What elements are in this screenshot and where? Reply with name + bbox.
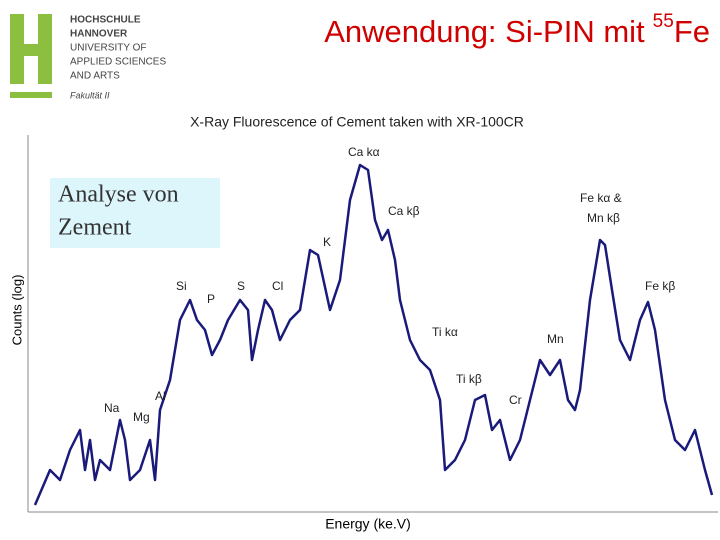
logo-text: AND ARTS: [70, 71, 120, 82]
peak-label: S: [237, 279, 245, 293]
note-text: Analyse von: [58, 182, 179, 208]
peak-label: Ti kα: [432, 325, 458, 339]
logo-bar: [10, 92, 52, 98]
peak-label: K: [323, 235, 331, 249]
peak-label: Fe kβ: [645, 279, 675, 293]
title-suffix: Fe: [674, 14, 710, 49]
peak-label: Si: [176, 279, 187, 293]
peak-label: Al: [155, 389, 166, 403]
logo-bar: [38, 14, 52, 84]
peak-label: Ti kβ: [456, 372, 482, 386]
peak-label: Cl: [272, 279, 283, 293]
peak-label: Ca kβ: [388, 204, 420, 218]
x-axis-label: Energy (ke.V): [325, 516, 411, 532]
title-text: Anwendung: Si-PIN mit: [324, 14, 645, 49]
slide-title: Anwendung: Si-PIN mit 55Fe: [324, 11, 710, 49]
peak-label: Fe kα &: [580, 191, 622, 205]
peak-label: Cr: [509, 393, 522, 407]
y-axis-label: Counts (log): [9, 275, 24, 346]
peak-label: Mg: [133, 410, 150, 424]
logo-text: APPLIED SCIENCES: [70, 57, 166, 68]
title-superscript: 55: [653, 11, 674, 32]
logo-faculty: Fakultät II: [70, 90, 110, 100]
note-box: [50, 178, 220, 248]
logo-text: HOCHSCHULE: [70, 15, 141, 26]
logo-bar: [10, 14, 24, 84]
peak-label: Na: [104, 401, 120, 415]
spectrum: [33, 163, 714, 506]
logo-bar: [24, 44, 38, 56]
peak-label: P: [207, 292, 215, 306]
logo-text: HANNOVER: [70, 29, 128, 40]
peak-label: Mn kβ: [587, 211, 620, 225]
logo: HOCHSCHULE HANNOVER UNIVERSITY OF APPLIE…: [10, 14, 166, 100]
peak-label: Mn: [547, 332, 564, 346]
logo-text: UNIVERSITY OF: [70, 43, 147, 54]
note-text: Zement: [58, 215, 132, 241]
chart-title: X-Ray Fluorescence of Cement taken with …: [190, 114, 524, 130]
peak-label: Ca kα: [348, 145, 380, 159]
